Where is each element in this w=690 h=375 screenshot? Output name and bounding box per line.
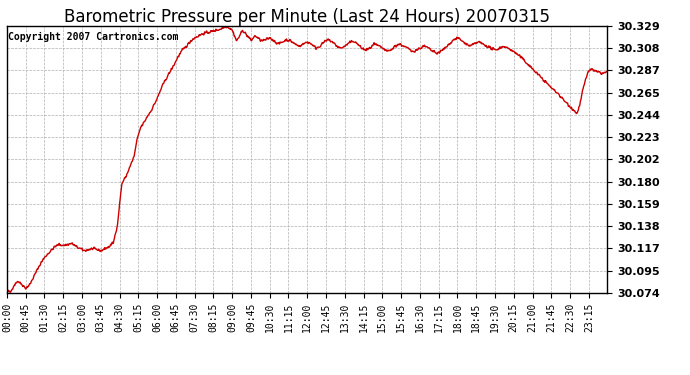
Text: Copyright 2007 Cartronics.com: Copyright 2007 Cartronics.com [8,32,179,42]
Title: Barometric Pressure per Minute (Last 24 Hours) 20070315: Barometric Pressure per Minute (Last 24 … [64,8,550,26]
